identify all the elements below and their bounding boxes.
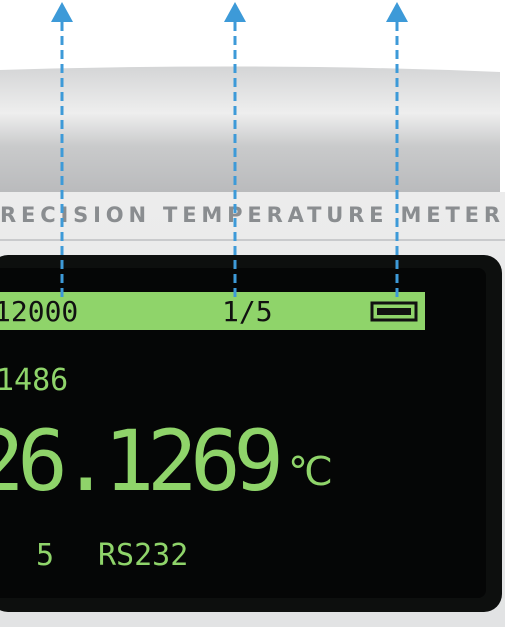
device-top (0, 66, 500, 200)
footer-left: 5 (36, 538, 54, 573)
page: RECISION TEMPERATURE METER 12000 1/5 148… (0, 0, 516, 627)
header-center: 1/5 (222, 295, 273, 328)
footer-right: RS232 (98, 538, 188, 573)
unit: ℃ (288, 449, 333, 495)
battery-level (377, 308, 411, 315)
header-left: 12000 (0, 295, 78, 328)
line1: 1486 (0, 363, 68, 398)
reading: 26.1269 (0, 412, 284, 510)
device-photo: RECISION TEMPERATURE METER 12000 1/5 148… (0, 0, 516, 627)
